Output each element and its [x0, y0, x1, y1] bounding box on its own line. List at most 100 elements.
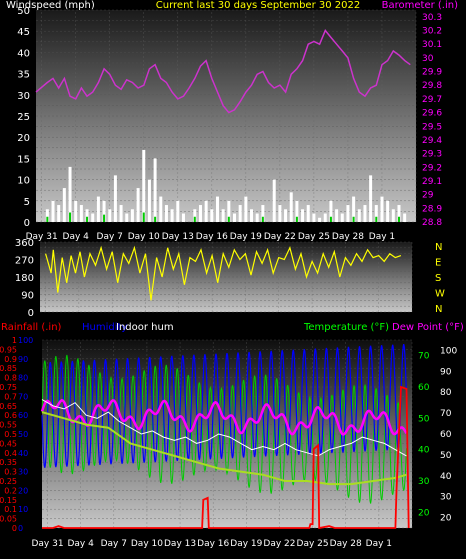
dew-point-tick-label: 30 [440, 493, 452, 503]
wind-gust-bar [62, 188, 66, 222]
wind-gust-bar [295, 200, 299, 222]
windspeed-bar [329, 216, 332, 222]
barometer-axis-title: Barometer (.in) [382, 0, 458, 11]
windspeed-tick-label: 30 [17, 91, 30, 102]
x-tick-label: Day 31 [31, 539, 63, 549]
x-tick-label: Day 22 [264, 232, 296, 242]
wind-gust-bar [244, 196, 248, 222]
rainfall-line [42, 385, 410, 530]
rain-tick-label: 0 [12, 524, 17, 533]
x-tick-label: Day 28 [332, 232, 364, 242]
windspeed-bar [142, 212, 145, 222]
barometer-tick-label: 29.8 [422, 81, 442, 91]
windspeed-bar [69, 212, 72, 222]
wind-gust-bar [113, 175, 117, 222]
wind-gust-bar [352, 196, 356, 222]
wind-gust-bar [374, 205, 378, 222]
windspeed-tick-label: 15 [17, 154, 30, 165]
wind-gust-bar [51, 200, 55, 222]
humidity-line [41, 343, 408, 468]
rain-tick-label: 0.8 [4, 374, 17, 383]
windspeed-bar [193, 216, 196, 222]
barometer-tick-label: 30.3 [422, 13, 442, 23]
temperature-tick-label: 20 [418, 508, 430, 518]
wind-gust-bar [159, 196, 163, 222]
indoor-temperature-line [41, 399, 407, 457]
wind-gust-bar [227, 200, 231, 222]
x-tick-label: Day 28 [330, 539, 362, 549]
direction-tick-label: 360 [15, 238, 34, 249]
wind-gust-bar [278, 205, 282, 222]
rain-tick-label: 0.6 [4, 411, 17, 420]
indoor-humidity-axis-title: Indoor hum [116, 322, 174, 333]
barometer-tick-label: 30.2 [422, 27, 442, 37]
rain-tick-label: 0.7 [4, 392, 17, 401]
wind-gust-bar [119, 205, 123, 222]
wind-gust-bar [74, 200, 78, 222]
x-tick-label: Day 4 [63, 232, 90, 242]
direction-tick-label: 0 [28, 308, 34, 319]
rain-tick-label: 0.15 [0, 496, 17, 505]
windspeed-axis-title: Windspeed (mph) [6, 0, 95, 11]
wind-gust-bar [147, 179, 151, 222]
wind-gust-bar [386, 200, 390, 222]
wind-gust-bar [164, 205, 168, 222]
humidity-axis-title: Humidity [82, 322, 127, 333]
barometer-tick-label: 29.2 [422, 163, 442, 173]
wind-gust-bar [204, 200, 208, 222]
barometer-tick-label: 30 [422, 54, 434, 64]
barometer-tick-label: 29.4 [422, 136, 442, 146]
windspeed-bar [261, 216, 264, 222]
compass-tick-label: W [435, 289, 445, 300]
chart-series [35, 29, 411, 530]
x-tick-label: Day 7 [101, 539, 127, 549]
windspeed-bar [103, 214, 106, 222]
rainfall-axis-title: Rainfall (.in) [1, 322, 62, 333]
windspeed-bar [375, 216, 378, 222]
windspeed-bar [46, 216, 49, 222]
wind-gust-bar [170, 209, 174, 222]
windspeed-bar [397, 216, 400, 222]
humidity-tick-label: 40 [18, 449, 28, 458]
x-tick-label: Day 4 [67, 539, 94, 549]
x-tick-label: Day 25 [297, 539, 329, 549]
wind-gust-bar [312, 213, 316, 222]
x-tick-label: Day 10 [131, 539, 163, 549]
dew-point-tick-label: 80 [440, 388, 452, 398]
barometer-tick-label: 28.8 [422, 218, 442, 228]
wind-gust-bar [108, 209, 112, 222]
wind-gust-bar [79, 205, 83, 222]
wind-gust-bar [238, 205, 242, 222]
wind-gust-bar [306, 205, 310, 222]
wind-gust-bar [136, 188, 140, 222]
windspeed-tick-label: 25 [17, 112, 30, 123]
humidity-tick-label: 30 [18, 468, 28, 477]
dew-point-tick-label: 60 [440, 430, 452, 440]
rain-tick-label: 0.3 [4, 468, 17, 477]
x-tick-label: Day 13 [164, 539, 196, 549]
rain-tick-label: 1 [12, 336, 17, 345]
wind-gust-bar [57, 205, 61, 222]
barometer-tick-label: 29.7 [422, 95, 442, 105]
wind-gust-bar [357, 209, 361, 222]
wind-gust-bar [210, 209, 214, 222]
temperature-tick-label: 60 [418, 383, 430, 393]
barometer-tick-label: 28.9 [422, 204, 442, 214]
barometer-tick-label: 29.6 [422, 109, 442, 119]
wind-gust-bar [397, 205, 401, 222]
direction-tick-label: 270 [15, 256, 34, 267]
barometer-tick-label: 29.1 [422, 177, 442, 187]
temperature-tick-label: 40 [418, 446, 430, 456]
humidity-tick-label: 50 [18, 430, 28, 439]
humidity-tick-label: 10 [18, 505, 28, 514]
rain-tick-label: 0.35 [0, 458, 17, 467]
dew-point-tick-label: 40 [440, 472, 452, 482]
wind-gust-bar [363, 205, 367, 222]
temperature-tick-label: 50 [418, 414, 430, 424]
x-tick-label: Day 10 [128, 232, 160, 242]
wind-gust-bar [329, 200, 333, 222]
humidity-tick-label: 20 [18, 486, 28, 495]
rain-tick-label: 0.65 [0, 402, 17, 411]
wind-gust-bar [125, 213, 129, 222]
